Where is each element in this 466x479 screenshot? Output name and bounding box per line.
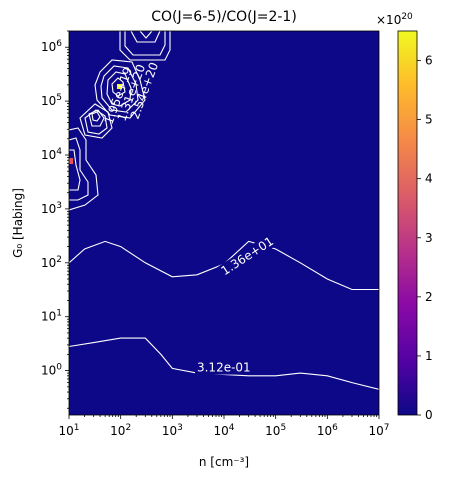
chart-title: CO(J=6-5)/CO(J=2-1) xyxy=(151,9,297,25)
colorbar-tick-label-5: 5 xyxy=(425,113,433,127)
x-tick-label-2: 103 xyxy=(162,423,183,438)
y-axis: 100 101 102 103 104 105 106 xyxy=(41,30,69,409)
colorbar-tick-label-1: 1 xyxy=(425,349,433,363)
y-tick-label-0: 100 xyxy=(41,363,62,378)
colorbar-tick-label-0: 0 xyxy=(425,408,433,422)
colorbar-tick-label-4: 4 xyxy=(425,172,433,186)
x-tick-label-3: 104 xyxy=(213,423,234,438)
contour-0 xyxy=(69,240,379,291)
y-tick-label-3: 103 xyxy=(41,201,62,216)
contour-label-1: 3.12e-01 xyxy=(197,361,251,375)
x-tick-label-1: 102 xyxy=(110,423,131,438)
contour-label-bg xyxy=(194,360,259,375)
peak-region xyxy=(69,31,171,211)
y-axis-label: G₀ [Habing] xyxy=(11,188,25,258)
y-tick-label-4: 104 xyxy=(41,147,62,162)
colorbar-offset: ×1020 xyxy=(376,12,413,27)
plot-area: 1.95e+191.31e+202.54e+20 1.36e+013.12e-0… xyxy=(68,30,380,416)
x-axis-label: n [cm⁻³] xyxy=(199,455,249,469)
colorbar-tick-label-3: 3 xyxy=(425,231,433,245)
y-tick-label-5: 105 xyxy=(41,93,62,108)
colorbar-tick-label-2: 2 xyxy=(425,290,433,304)
contour-label-bg xyxy=(216,232,279,280)
x-tick-label-6: 107 xyxy=(368,423,389,438)
x-tick-label-4: 105 xyxy=(265,423,286,438)
colorbar-tick-label-6: 6 xyxy=(425,54,433,68)
y-tick-label-6: 106 xyxy=(41,39,62,54)
y-tick-label-2: 102 xyxy=(41,255,62,270)
colorbar-gradient xyxy=(397,30,418,416)
x-tick-label-0: 101 xyxy=(58,423,79,438)
colorbar: 0 1 2 3 4 5 6 ×1020 xyxy=(376,12,433,422)
x-tick-label-5: 106 xyxy=(317,423,338,438)
y-tick-label-1: 101 xyxy=(41,309,62,324)
x-axis: 101 102 103 104 105 106 107 xyxy=(58,415,390,438)
